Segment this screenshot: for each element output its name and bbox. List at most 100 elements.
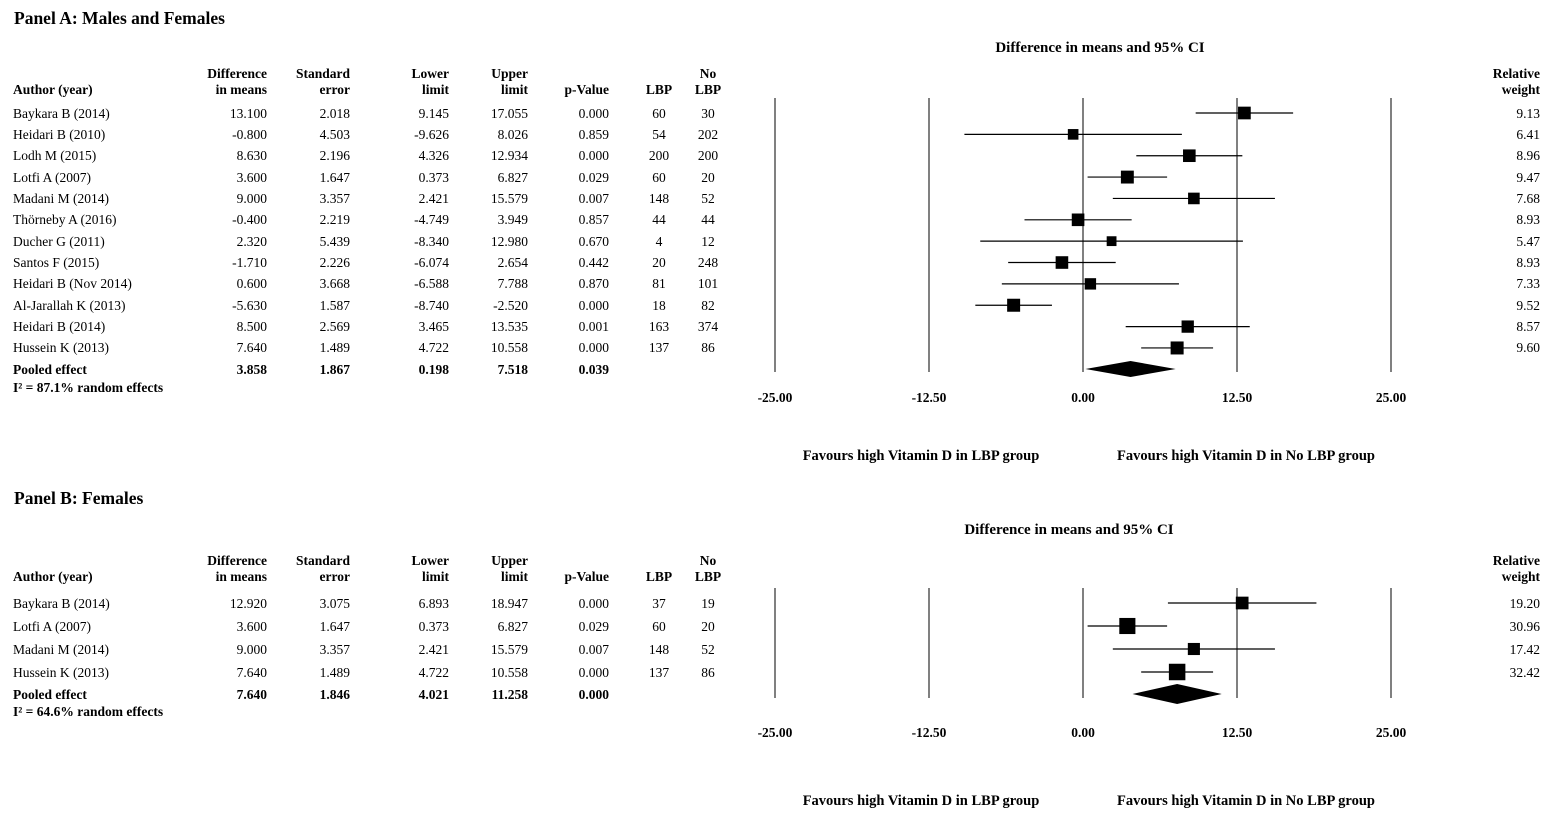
study-marker [1119, 617, 1136, 635]
cell-weight: 6.41 [1516, 126, 1540, 142]
col-header-lower-limit: Lower limit [411, 553, 450, 584]
cell-weight: 9.52 [1516, 297, 1540, 313]
favours-right-label: Favours high Vitamin D in No LBP group [1117, 448, 1375, 464]
cell-std-err: 1.867 [319, 361, 350, 377]
cell-p: 0.859 [578, 126, 609, 142]
cell-lower: 9.145 [418, 105, 449, 121]
cell-no-lbp: 12 [701, 233, 715, 249]
cell-weight: 9.60 [1516, 340, 1540, 356]
study-marker [1235, 596, 1249, 610]
cell-author: Ducher G (2011) [13, 233, 105, 249]
col-header-diff-in-means: Difference in means [207, 66, 267, 97]
cell-upper: 11.258 [491, 686, 528, 702]
cell-upper: 2.654 [497, 255, 528, 271]
cell-p: 0.857 [578, 212, 609, 228]
cell-weight: 17.42 [1509, 641, 1540, 657]
cell-lower: 4.722 [418, 340, 449, 356]
cell-diff-means: -0.800 [232, 126, 267, 142]
study-row: Baykara B (2014) 12.920 3.075 6.893 18.947 0.… [0, 593, 1556, 614]
cell-no-lbp: 86 [701, 340, 715, 356]
col-header-lower-limit: Lower limit [411, 66, 450, 97]
cell-lbp: 44 [652, 212, 666, 228]
cell-std-err: 1.489 [319, 664, 350, 680]
cell-weight: 7.33 [1516, 276, 1540, 292]
cell-diff-means: 7.640 [236, 340, 267, 356]
cell-std-err: 3.357 [319, 641, 350, 657]
cell-author: Al-Jarallah K (2013) [13, 297, 126, 313]
cell-upper: 3.949 [497, 212, 528, 228]
cell-author: Heidari B (2010) [13, 126, 106, 142]
cell-upper: 7.518 [497, 361, 528, 377]
cell-no-lbp: 248 [697, 255, 719, 271]
cell-lbp: 4 [655, 233, 663, 249]
study-row: Hussein K (2013) 7.640 1.489 4.722 10.558 0.0… [0, 337, 1556, 358]
cell-std-err: 4.503 [319, 126, 350, 142]
cell-lower: -4.749 [414, 212, 449, 228]
axis-tick-label: -25.00 [757, 390, 793, 405]
cell-lbp: 148 [648, 641, 670, 657]
study-row: Madani M (2014) 9.000 3.357 2.421 15.579 0.00… [0, 188, 1556, 209]
cell-diff-means: 9.000 [236, 190, 267, 206]
cell-p: 0.029 [578, 618, 609, 634]
axis-tick-label: 0.00 [1071, 390, 1095, 405]
cell-author: Heidari B (2014) [13, 319, 106, 335]
cell-std-err: 1.647 [319, 169, 350, 185]
cell-std-err: 2.196 [319, 148, 350, 164]
cell-weight: 30.96 [1509, 618, 1540, 634]
study-marker [1183, 149, 1196, 163]
cell-diff-means: 3.858 [236, 361, 267, 377]
study-marker [1106, 236, 1117, 247]
cell-weight: 9.13 [1516, 105, 1540, 121]
cell-diff-means: 8.630 [236, 148, 267, 164]
cell-author: Santos F (2015) [13, 255, 100, 271]
cell-std-err: 3.668 [319, 276, 350, 292]
cell-lower: 4.326 [418, 148, 449, 164]
cell-weight: 19.20 [1509, 595, 1540, 611]
cell-author: Madani M (2014) [13, 641, 109, 657]
col-header-lbp: LBP [645, 81, 673, 97]
study-row: Ducher G (2011) 2.320 5.439 -8.340 12.980 0.6… [0, 231, 1556, 252]
cell-lbp: 60 [652, 618, 666, 634]
cell-std-err: 3.075 [319, 595, 350, 611]
cell-diff-means: 3.600 [236, 169, 267, 185]
axis-tick-label: 25.00 [1375, 390, 1407, 405]
cell-lower: 3.465 [418, 319, 449, 335]
cell-no-lbp: 20 [701, 618, 715, 634]
cell-author: Hussein K (2013) [13, 340, 109, 356]
cell-no-lbp: 374 [697, 319, 719, 335]
pooled-effect-row: Pooled effect 7.640 1.846 4.021 11.258 0.000 [0, 684, 1556, 705]
cell-diff-means: -5.630 [232, 297, 267, 313]
cell-std-err: 2.569 [319, 319, 350, 335]
cell-p: 0.029 [578, 169, 609, 185]
cell-author: Pooled effect [13, 686, 87, 702]
cell-p: 0.000 [578, 595, 609, 611]
col-header-relative-weight: Relative weight [1492, 66, 1540, 97]
cell-diff-means: 9.000 [236, 641, 267, 657]
study-row: Lodh M (2015) 8.630 2.196 4.326 12.934 0.000 2… [0, 145, 1556, 166]
cell-p: 0.039 [578, 361, 609, 377]
cell-lbp: 18 [652, 297, 666, 313]
study-marker [1055, 256, 1069, 269]
cell-lower: 0.373 [418, 169, 449, 185]
cell-p: 0.000 [578, 686, 609, 702]
cell-lower: -6.074 [414, 255, 449, 271]
cell-upper: 15.579 [490, 190, 528, 206]
cell-lbp: 200 [648, 148, 670, 164]
cell-no-lbp: 101 [697, 276, 719, 292]
cell-author: Hussein K (2013) [13, 664, 109, 680]
study-marker [1084, 278, 1097, 290]
col-header-p-value: p-Value [564, 568, 609, 584]
cell-diff-means: 13.100 [229, 105, 267, 121]
cell-lower: -9.626 [414, 126, 449, 142]
cell-upper: 10.558 [490, 340, 528, 356]
cell-author: Thörneby A (2016) [13, 212, 117, 228]
cell-diff-means: 8.500 [236, 319, 267, 335]
cell-lbp: 37 [652, 595, 666, 611]
cell-weight: 8.96 [1516, 148, 1540, 164]
cell-no-lbp: 82 [701, 297, 715, 313]
axis-tick-label: -25.00 [757, 725, 793, 740]
cell-std-err: 1.647 [319, 618, 350, 634]
study-marker [1007, 298, 1021, 312]
cell-author: Lotfi A (2007) [13, 618, 91, 634]
